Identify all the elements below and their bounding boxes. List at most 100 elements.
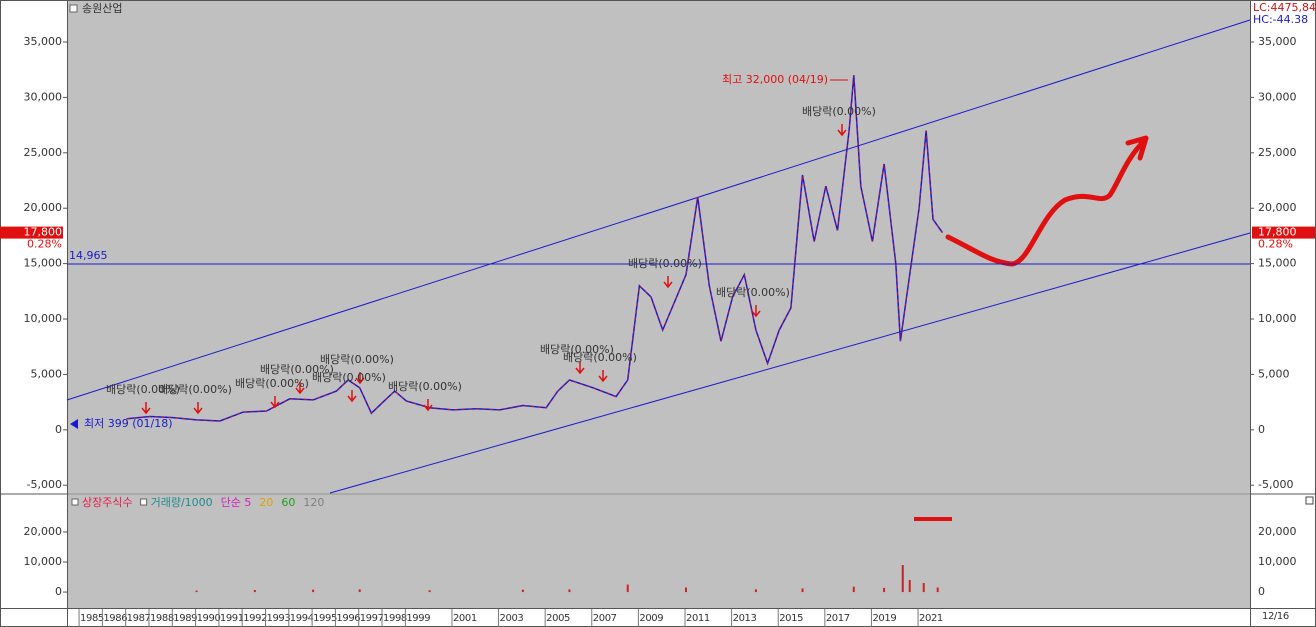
last-price-box: [0, 226, 63, 239]
y2-tick-label: 0: [1258, 585, 1265, 598]
x-tick-label: 2011: [686, 613, 710, 624]
dividend-arrow: [270, 396, 280, 409]
last-price-box: [1252, 226, 1315, 239]
dividend-label: 배당락(0.00%): [106, 383, 180, 396]
y-tick-label: 0: [55, 585, 62, 598]
x-tick-label: 1999: [406, 613, 430, 624]
legend-box: [71, 498, 79, 506]
y-tick-label: 10,000: [24, 312, 63, 325]
y-tick-label: 30,000: [24, 90, 63, 103]
volume-bar: [428, 590, 431, 593]
volume-bar: [901, 565, 904, 593]
y-tick-label: 25,000: [24, 146, 63, 159]
dividend-label: 배당락(0.00%): [320, 353, 394, 366]
channel-upper: [66, 19, 1251, 401]
x-tick-label: 2017: [826, 613, 850, 624]
x-tick-label: 1998: [383, 613, 407, 624]
x-tick-label: 1986: [103, 613, 127, 624]
y2-tick-label: 30,000: [1258, 90, 1297, 103]
legend-item: 20: [259, 496, 273, 509]
y-tick-label: 10,000: [24, 555, 63, 568]
legend-item: 단순 5: [221, 496, 252, 509]
legend-item: 상장주식수: [82, 496, 133, 509]
volume-bar: [852, 586, 855, 593]
dividend-label: 배당락(0.00%): [158, 383, 232, 396]
x-tick-label: 1995: [313, 613, 337, 624]
x-tick-label: 1993: [266, 613, 290, 624]
volume-bar: [883, 587, 886, 593]
dividend-arrow: [355, 372, 365, 385]
dividend-arrow: [663, 276, 673, 289]
low-pointer: [70, 419, 78, 429]
x-tick-label: 2003: [500, 613, 524, 624]
legend-item: 60: [281, 496, 295, 509]
x-tick-label: 1997: [360, 613, 384, 624]
x-tick-label: 2001: [453, 613, 477, 624]
x-tick-label: 1992: [243, 613, 267, 624]
channel-lower: [329, 232, 1251, 494]
y-tick-label: 20,000: [24, 525, 63, 538]
volume-panel: [67, 495, 1250, 608]
dividend-arrow: [598, 370, 608, 383]
x-tick-label: 1994: [290, 613, 314, 624]
volume-bar: [253, 589, 256, 593]
dividend-label: 배당락(0.00%): [260, 363, 334, 376]
dividend-arrow: [837, 124, 847, 137]
volume-bar: [922, 583, 925, 593]
dividend-label: 배당락(0.00%): [540, 343, 614, 356]
x-tick-label: 1987: [127, 613, 151, 624]
dividend-label: 배당락(0.00%): [312, 371, 386, 384]
volume-bar: [685, 587, 688, 593]
dividend-arrow: [575, 362, 585, 375]
y-tick-label: 15,000: [24, 257, 63, 270]
volume-bar: [195, 590, 198, 593]
x-tick-label: 1985: [80, 613, 104, 624]
y2-tick-label: 15,000: [1258, 257, 1297, 270]
legend-box: [140, 498, 148, 506]
x-tick-label: 2009: [639, 613, 663, 624]
price-panel: [67, 1, 1250, 493]
x-tick-label: 2015: [779, 613, 803, 624]
legend-item: 120: [303, 496, 324, 509]
low-label: 최저 399 (01/18): [84, 417, 173, 430]
drawn-arrow: [945, 135, 1149, 267]
legend-item: 거래량/1000: [151, 496, 213, 509]
dividend-label: 배당락(0.00%): [628, 257, 702, 270]
dividend-arrow: [347, 390, 357, 403]
x-tick-label: 2019: [872, 613, 896, 624]
y-tick-label: 5,000: [31, 367, 63, 380]
close-button[interactable]: [1305, 496, 1314, 505]
y2-tick-label: 5,000: [1258, 367, 1290, 380]
x-tick-label: 1990: [197, 613, 221, 624]
dividend-arrow: [193, 402, 203, 415]
dividend-label: 배당락(0.00%): [716, 286, 790, 299]
dividend-label: 배당락(0.00%): [388, 380, 462, 393]
volume-bar: [521, 589, 524, 593]
drawn-mark: [914, 517, 952, 521]
reference-label: 14,965: [69, 249, 108, 262]
volume-bar: [754, 589, 757, 593]
volume-bar: [312, 589, 315, 593]
y-tick-label: 20,000: [24, 201, 63, 214]
date-label: 12/16: [1262, 611, 1289, 622]
x-tick-label: 1988: [150, 613, 174, 624]
last-price-label: 17,800: [24, 226, 63, 239]
x-tick-label: 1989: [173, 613, 197, 624]
volume-bar: [936, 587, 939, 593]
high-label: 최고 32,000 (04/19): [722, 73, 828, 86]
dividend-arrow: [423, 399, 433, 412]
y2-tick-label: 20,000: [1258, 201, 1297, 214]
last-price-label: 17,800: [1258, 226, 1297, 239]
dividend-label: 배당락(0.00%): [802, 105, 876, 118]
dividend-arrow: [141, 402, 151, 415]
volume-bar: [801, 588, 804, 593]
chart-title: 송원산업: [82, 2, 122, 15]
y2-tick-label: -5,000: [1258, 478, 1293, 491]
y2-tick-label: 35,000: [1258, 35, 1297, 48]
lc-label: LC:4475,84: [1253, 1, 1316, 14]
hc-label: HC:-44.38: [1253, 13, 1308, 26]
x-tick-label: 2005: [546, 613, 570, 624]
x-tick-label: 1996: [336, 613, 360, 624]
